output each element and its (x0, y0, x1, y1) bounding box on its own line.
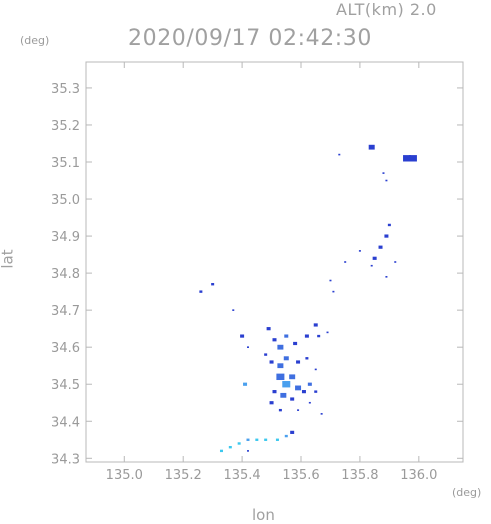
echo-point (289, 374, 296, 380)
y-tick-label: 34.4 (51, 415, 80, 430)
x-tick-label: 135.0 (106, 468, 143, 483)
echo-point (278, 408, 282, 412)
echo-point (329, 279, 332, 282)
x-axis-unit: (deg) (452, 486, 482, 499)
echo-point (276, 373, 285, 381)
echo-point (199, 290, 203, 293)
echo-point (358, 250, 361, 252)
y-tick-label: 34.6 (51, 341, 80, 356)
x-tick-label: 135.4 (223, 468, 260, 483)
echo-point (307, 382, 312, 386)
x-tick-label: 135.6 (282, 468, 319, 483)
y-tick-label: 34.3 (51, 452, 80, 467)
echo-point (385, 179, 388, 182)
echo-point (211, 283, 215, 286)
y-axis-unit: (deg) (20, 34, 50, 47)
echo-point (368, 144, 375, 150)
echo-point (295, 385, 302, 391)
echo-point (280, 392, 287, 398)
echo-point (387, 223, 391, 227)
echo-point (293, 341, 298, 346)
echo-point (219, 449, 223, 453)
echo-point (275, 438, 279, 441)
echo-point (385, 276, 388, 278)
echo-point (246, 346, 249, 348)
echo-point (332, 290, 335, 293)
echo-point (301, 390, 306, 394)
x-tick-label: 135.2 (165, 468, 202, 483)
echo-point (283, 356, 289, 361)
echo-points (199, 144, 417, 453)
echo-point (266, 327, 271, 331)
echo-point (264, 353, 268, 356)
echo-point (272, 338, 277, 342)
echo-point (304, 334, 309, 338)
echo-point (338, 153, 341, 156)
y-tick-label: 35.2 (51, 119, 80, 134)
y-tick-label: 34.7 (51, 304, 80, 319)
echo-point (282, 381, 291, 388)
echo-point (240, 334, 245, 338)
y-tick-label: 34.8 (51, 267, 80, 282)
echo-point (308, 401, 311, 404)
echo-point (290, 430, 295, 434)
echo-point (317, 334, 321, 338)
echo-point (297, 409, 300, 411)
echo-point (384, 234, 389, 238)
echo-point (326, 331, 329, 334)
echo-point (378, 245, 383, 249)
echo-point (269, 360, 274, 364)
echo-point (382, 172, 385, 174)
echo-point (313, 323, 318, 327)
echo-point (277, 363, 284, 369)
echo-point (290, 397, 295, 401)
echo-point (237, 442, 241, 445)
plot-frame (85, 61, 464, 463)
echo-point (246, 438, 250, 441)
x-tick-label: 135.8 (341, 468, 378, 483)
echo-point (243, 382, 248, 386)
echo-point (228, 445, 232, 449)
y-tick-label: 35.0 (51, 193, 80, 208)
echo-point (344, 261, 347, 263)
timestamp-title: 2020/09/17 02:42:30 (128, 26, 373, 51)
axis-ticks: 135.0 135.2 135.4 135.6 135.8 136.0 34.3 34.4 34… (51, 62, 463, 483)
echo-point (314, 390, 318, 393)
x-axis-label: lon (252, 506, 275, 524)
echo-point (284, 434, 288, 438)
echo-point (370, 264, 373, 267)
echo-point (232, 309, 235, 311)
echo-point (269, 401, 274, 405)
echo-point (320, 413, 323, 415)
echo-point (284, 334, 289, 338)
echo-point (372, 256, 377, 260)
echo-point (264, 438, 268, 441)
echo-point (314, 368, 317, 371)
echo-point (296, 360, 301, 364)
y-tick-label: 34.5 (51, 378, 80, 393)
echo-point (394, 261, 397, 263)
y-tick-label: 35.1 (51, 156, 80, 171)
y-tick-label: 35.3 (51, 82, 80, 97)
echo-point (305, 357, 309, 360)
echo-point (246, 450, 249, 452)
x-tick-label: 136.0 (400, 468, 437, 483)
echo-point (272, 390, 277, 394)
echo-point (277, 344, 284, 350)
plot-axes (85, 61, 464, 463)
y-tick-label: 34.9 (51, 230, 80, 245)
echo-point (408, 155, 417, 162)
echo-point (403, 155, 412, 162)
altitude-label: ALT(km) 2.0 (336, 0, 437, 19)
echo-point (255, 438, 259, 441)
